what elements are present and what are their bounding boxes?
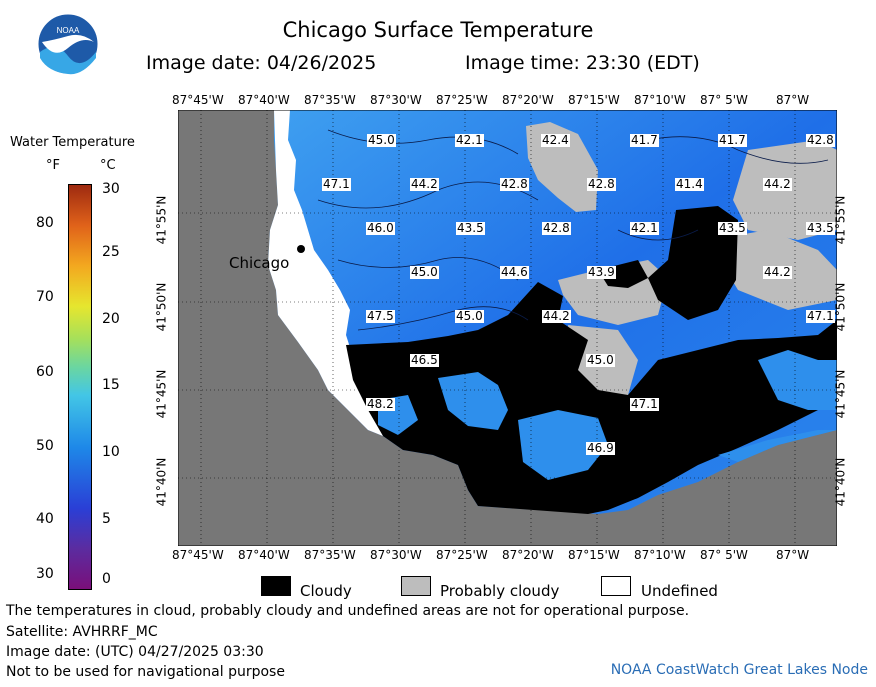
- latitude-label-right: 41°50'N: [833, 282, 848, 332]
- unit-c: °C: [100, 158, 116, 173]
- undefined-area: [268, 110, 408, 440]
- longitude-label-bottom: 87° 5'W: [700, 548, 748, 562]
- colorbar-f-tick: 50: [36, 438, 54, 454]
- colorbar-c-tick: 15: [102, 377, 120, 393]
- temperature-label: 47.1: [806, 309, 835, 323]
- temperature-label: 44.2: [410, 177, 439, 191]
- temperature-label: 45.0: [586, 353, 615, 367]
- temperature-label: 47.1: [630, 397, 659, 411]
- temperature-label: 46.0: [366, 221, 395, 235]
- temperature-label: 43.5: [806, 221, 835, 235]
- legend-probably-cloudy: Probably cloudy: [440, 582, 560, 600]
- temperature-label: 42.8: [542, 221, 571, 235]
- water-pockets: [378, 350, 837, 480]
- temperature-label: 43.9: [587, 265, 616, 279]
- latitude-label-right: 41°40'N: [833, 457, 848, 507]
- longitude-label-bottom: 87°40'W: [238, 548, 290, 562]
- longitude-label-bottom: 87°20'W: [502, 548, 554, 562]
- disclaimer: The temperatures in cloud, probably clou…: [6, 603, 690, 619]
- longitude-label-bottom: 87°15'W: [568, 548, 620, 562]
- satellite: Satellite: AVHRRF_MC: [6, 624, 158, 640]
- temperature-label: 48.2: [366, 397, 395, 411]
- temperature-label: 42.1: [455, 133, 484, 147]
- legend-swatch-undefined: [601, 576, 631, 596]
- temperature-label: 41.4: [675, 177, 704, 191]
- temperature-label: 45.0: [367, 133, 396, 147]
- temperature-label: 47.1: [322, 177, 351, 191]
- temperature-label: 47.5: [366, 309, 395, 323]
- legend-swatch-cloudy: [261, 576, 291, 596]
- nav-warning: Not to be used for navigational purpose: [6, 664, 285, 680]
- longitude-label-bottom: 87°W: [776, 548, 810, 562]
- temperature-label: 44.2: [763, 177, 792, 191]
- colorbar-c-tick: 5: [102, 511, 111, 527]
- longitude-label-bottom: 87°35'W: [304, 548, 356, 562]
- latitude-label-left: 41°40'N: [154, 457, 169, 507]
- legend-swatch-probably-cloudy: [401, 576, 431, 596]
- temperature-label: 42.8: [806, 133, 835, 147]
- credit: NOAA CoastWatch Great Lakes Node: [610, 662, 868, 678]
- longitude-label-top: 87°35'W: [304, 93, 356, 107]
- latitude-label-right: 41°45'N: [833, 369, 848, 419]
- chicago-marker: [297, 245, 305, 253]
- longitude-label-top: 87°10'W: [634, 93, 686, 107]
- temperature-label: 45.0: [410, 265, 439, 279]
- image-time: Image time: 23:30 (EDT): [465, 52, 700, 74]
- temperature-label: 42.8: [587, 177, 616, 191]
- colorbar-f-tick: 80: [36, 215, 54, 231]
- temperature-map: [178, 110, 837, 546]
- longitude-label-top: 87° 5'W: [700, 93, 748, 107]
- temperature-label: 46.5: [410, 353, 439, 367]
- longitude-label-top: 87°W: [776, 93, 810, 107]
- latitude-label-left: 41°55'N: [154, 195, 169, 245]
- temperature-label: 44.2: [542, 309, 571, 323]
- temperature-label: 42.1: [630, 221, 659, 235]
- latitude-label-right: 41°55'N: [833, 195, 848, 245]
- longitude-label-bottom: 87°10'W: [634, 548, 686, 562]
- temperature-label: 44.6: [500, 265, 529, 279]
- city-label: Chicago: [229, 254, 290, 272]
- legend-cloudy: Cloudy: [300, 582, 352, 600]
- longitude-label-bottom: 87°25'W: [436, 548, 488, 562]
- temperature-label: 42.8: [500, 177, 529, 191]
- colorbar-c-tick: 25: [102, 244, 120, 260]
- longitude-label-top: 87°45'W: [172, 93, 224, 107]
- longitude-label-top: 87°25'W: [436, 93, 488, 107]
- colorbar-c-tick: 30: [102, 181, 120, 197]
- colorbar-f-tick: 30: [36, 566, 54, 582]
- temperature-label: 45.0: [455, 309, 484, 323]
- map-title: Chicago Surface Temperature: [282, 18, 594, 42]
- colorbar-c-tick: 10: [102, 444, 120, 460]
- longitude-label-top: 87°20'W: [502, 93, 554, 107]
- cloudy-areas: [346, 206, 837, 514]
- longitude-label-bottom: 87°45'W: [172, 548, 224, 562]
- colorbar-f-tick: 60: [36, 364, 54, 380]
- latitude-label-left: 41°45'N: [154, 369, 169, 419]
- temperature-label: 43.5: [456, 221, 485, 235]
- image-date: Image date: 04/26/2025: [146, 52, 377, 74]
- temperature-label: 46.9: [586, 441, 615, 455]
- legend-undefined: Undefined: [641, 582, 718, 600]
- colorbar-f-tick: 40: [36, 511, 54, 527]
- logo-text: NOAA: [57, 26, 80, 35]
- colorbar-c-tick: 20: [102, 311, 120, 327]
- unit-f: °F: [46, 158, 60, 173]
- colorbar-title: Water Temperature: [10, 135, 135, 150]
- longitude-label-bottom: 87°30'W: [370, 548, 422, 562]
- temperature-label: 43.5: [718, 221, 747, 235]
- temperature-label: 41.7: [630, 133, 659, 147]
- colorbar-c-tick: 0: [102, 571, 111, 587]
- colorbar-f-tick: 70: [36, 289, 54, 305]
- temperature-label: 41.7: [718, 133, 747, 147]
- colorbar: [68, 184, 92, 590]
- latitude-label-left: 41°50'N: [154, 282, 169, 332]
- temperature-label: 44.2: [763, 265, 792, 279]
- longitude-label-top: 87°30'W: [370, 93, 422, 107]
- utc-date: Image date: (UTC) 04/27/2025 03:30: [6, 644, 264, 660]
- longitude-label-top: 87°40'W: [238, 93, 290, 107]
- noaa-logo: NOAA: [37, 13, 99, 75]
- longitude-label-top: 87°15'W: [568, 93, 620, 107]
- temperature-label: 42.4: [541, 133, 570, 147]
